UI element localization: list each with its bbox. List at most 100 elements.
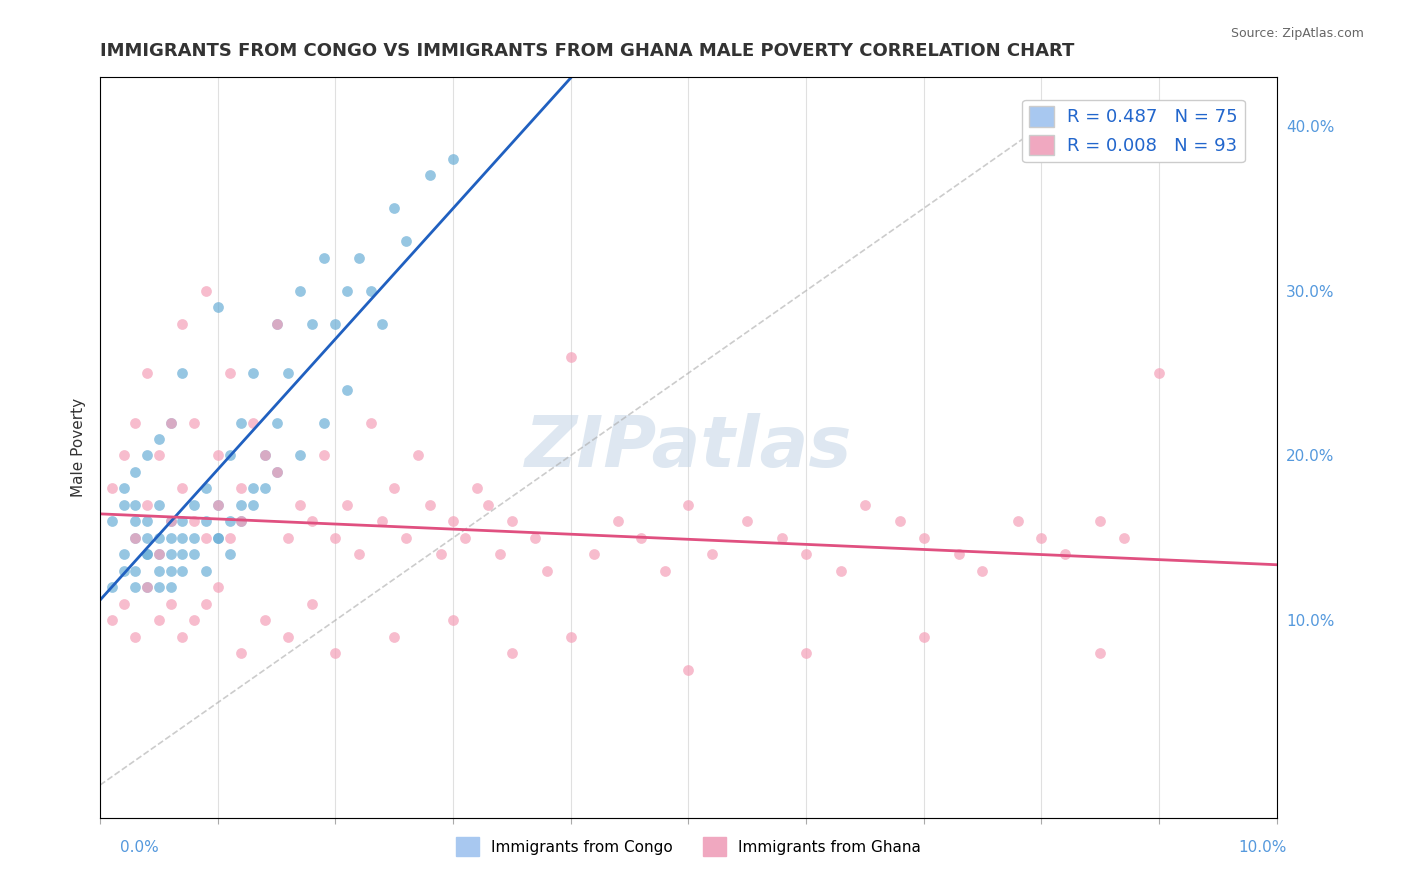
Point xyxy=(678,663,700,677)
Point xyxy=(441,152,464,166)
Point xyxy=(288,498,311,512)
Point xyxy=(418,498,440,512)
Point xyxy=(301,317,323,331)
Point xyxy=(112,482,135,496)
Point xyxy=(948,547,970,561)
Point xyxy=(501,515,523,529)
Point xyxy=(1147,366,1170,380)
Point xyxy=(183,547,205,561)
Point xyxy=(195,564,218,578)
Point xyxy=(207,498,229,512)
Point xyxy=(266,465,288,479)
Point xyxy=(277,366,299,380)
Point xyxy=(124,580,146,594)
Point xyxy=(912,531,935,545)
Point xyxy=(101,613,124,627)
Point xyxy=(183,416,205,430)
Point xyxy=(207,498,229,512)
Point xyxy=(312,251,335,265)
Point xyxy=(347,251,370,265)
Point xyxy=(148,547,170,561)
Point xyxy=(183,498,205,512)
Point xyxy=(172,515,194,529)
Point xyxy=(218,366,240,380)
Point xyxy=(172,366,194,380)
Text: IMMIGRANTS FROM CONGO VS IMMIGRANTS FROM GHANA MALE POVERTY CORRELATION CHART: IMMIGRANTS FROM CONGO VS IMMIGRANTS FROM… xyxy=(100,42,1074,60)
Point xyxy=(654,564,676,578)
Point xyxy=(395,235,418,249)
Point xyxy=(218,531,240,545)
Point xyxy=(794,646,817,660)
Point xyxy=(136,449,159,463)
Point xyxy=(172,630,194,644)
Point xyxy=(218,547,240,561)
Point xyxy=(148,531,170,545)
Point xyxy=(242,366,264,380)
Point xyxy=(172,531,194,545)
Point xyxy=(136,515,159,529)
Point xyxy=(136,580,159,594)
Point xyxy=(312,416,335,430)
Point xyxy=(1088,515,1111,529)
Point xyxy=(266,317,288,331)
Point xyxy=(700,547,723,561)
Point xyxy=(371,515,394,529)
Point xyxy=(1031,531,1053,545)
Y-axis label: Male Poverty: Male Poverty xyxy=(72,398,86,497)
Point xyxy=(371,317,394,331)
Point xyxy=(124,531,146,545)
Point xyxy=(136,580,159,594)
Point xyxy=(159,416,181,430)
Point xyxy=(183,515,205,529)
Point xyxy=(312,449,335,463)
Point xyxy=(124,564,146,578)
Point xyxy=(912,630,935,644)
Point xyxy=(172,564,194,578)
Point xyxy=(101,580,124,594)
Point xyxy=(242,416,264,430)
Point xyxy=(382,630,405,644)
Point xyxy=(266,465,288,479)
Point xyxy=(124,416,146,430)
Point xyxy=(395,531,418,545)
Point xyxy=(159,416,181,430)
Point xyxy=(253,613,276,627)
Point xyxy=(606,515,628,529)
Point xyxy=(336,284,359,298)
Point xyxy=(336,498,359,512)
Point xyxy=(325,531,347,545)
Point xyxy=(148,580,170,594)
Point xyxy=(301,515,323,529)
Point xyxy=(465,482,488,496)
Point xyxy=(159,515,181,529)
Point xyxy=(124,531,146,545)
Point xyxy=(242,498,264,512)
Text: 0.0%: 0.0% xyxy=(120,840,159,855)
Point xyxy=(172,317,194,331)
Point xyxy=(148,547,170,561)
Point xyxy=(477,498,499,512)
Point xyxy=(794,547,817,561)
Text: 10.0%: 10.0% xyxy=(1239,840,1286,855)
Point xyxy=(183,531,205,545)
Point xyxy=(266,416,288,430)
Point xyxy=(853,498,876,512)
Point xyxy=(1088,646,1111,660)
Point xyxy=(124,465,146,479)
Point xyxy=(889,515,911,529)
Point xyxy=(772,531,794,545)
Point xyxy=(207,531,229,545)
Point xyxy=(441,613,464,627)
Point xyxy=(536,564,558,578)
Point xyxy=(195,482,218,496)
Point xyxy=(136,547,159,561)
Point xyxy=(148,449,170,463)
Point xyxy=(195,284,218,298)
Point xyxy=(406,449,429,463)
Point xyxy=(195,515,218,529)
Point xyxy=(630,531,652,545)
Point xyxy=(231,416,253,430)
Point xyxy=(266,317,288,331)
Point xyxy=(277,630,299,644)
Point xyxy=(136,531,159,545)
